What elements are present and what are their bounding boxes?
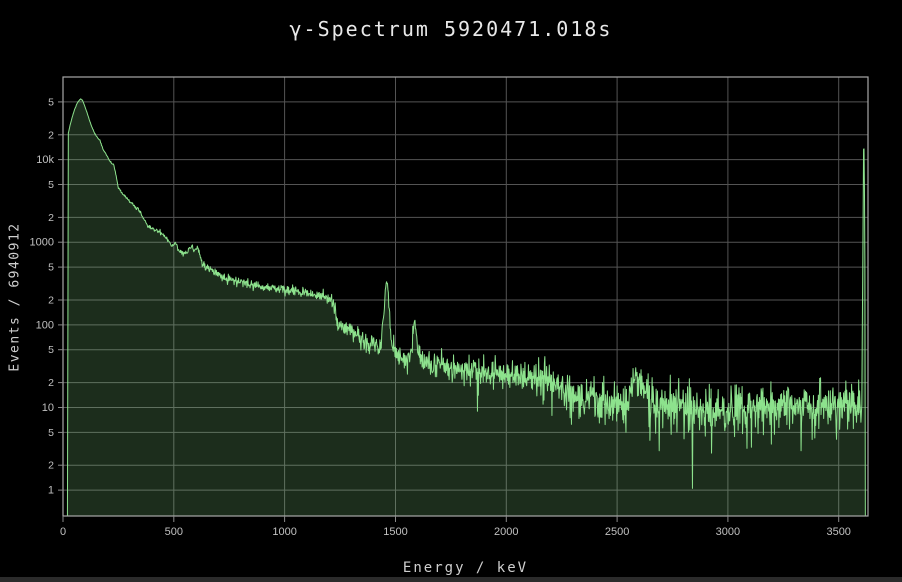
plot-frame [62, 76, 869, 517]
x-axis-label: Energy / keV [402, 560, 529, 576]
x-tick-label: 500 [165, 526, 183, 538]
x-tick-label: 3500 [826, 526, 850, 538]
y-tick-label: 100 [36, 319, 54, 331]
y-tick-label: 1 [48, 485, 54, 497]
y-tick-label: 2 [48, 377, 54, 389]
spectrum-line [66, 98, 866, 517]
chart-title: γ-Spectrum 5920471.018s [289, 17, 613, 41]
x-tick-label: 1000 [272, 526, 296, 538]
x-tick-label: 0 [60, 526, 66, 538]
x-tick-label: 2500 [605, 526, 629, 538]
y-tick-label: 5 [48, 96, 54, 108]
x-tick-label: 3000 [716, 526, 740, 538]
tick-labels: 0 500 1000 1500 2000 2500 3000 3500 1 2 5 10 2 5 100 2 5… [30, 96, 851, 538]
y-tick-label: 5 [48, 427, 54, 439]
y-tick-label: 10k [36, 154, 54, 166]
y-tick-label: 2 [48, 460, 54, 472]
y-axis-label: Events / 6940912 [7, 222, 23, 372]
spectrum-area [67, 98, 866, 516]
y-tick-label: 5 [48, 344, 54, 356]
y-tick-label: 1000 [30, 237, 54, 249]
x-tick-label: 1500 [383, 526, 407, 538]
tick-marks [58, 101, 840, 522]
y-tick-label: 2 [48, 129, 54, 141]
x-tick-label: 2000 [494, 526, 518, 538]
plot-area[interactable] [63, 77, 868, 516]
y-tick-label: 5 [48, 262, 54, 274]
y-tick-label: 2 [48, 212, 54, 224]
gridlines [63, 77, 868, 516]
y-tick-label: 10 [42, 402, 54, 414]
window-bottom-edge [0, 577, 902, 582]
y-tick-label: 2 [48, 295, 54, 307]
y-tick-label: 5 [48, 179, 54, 191]
